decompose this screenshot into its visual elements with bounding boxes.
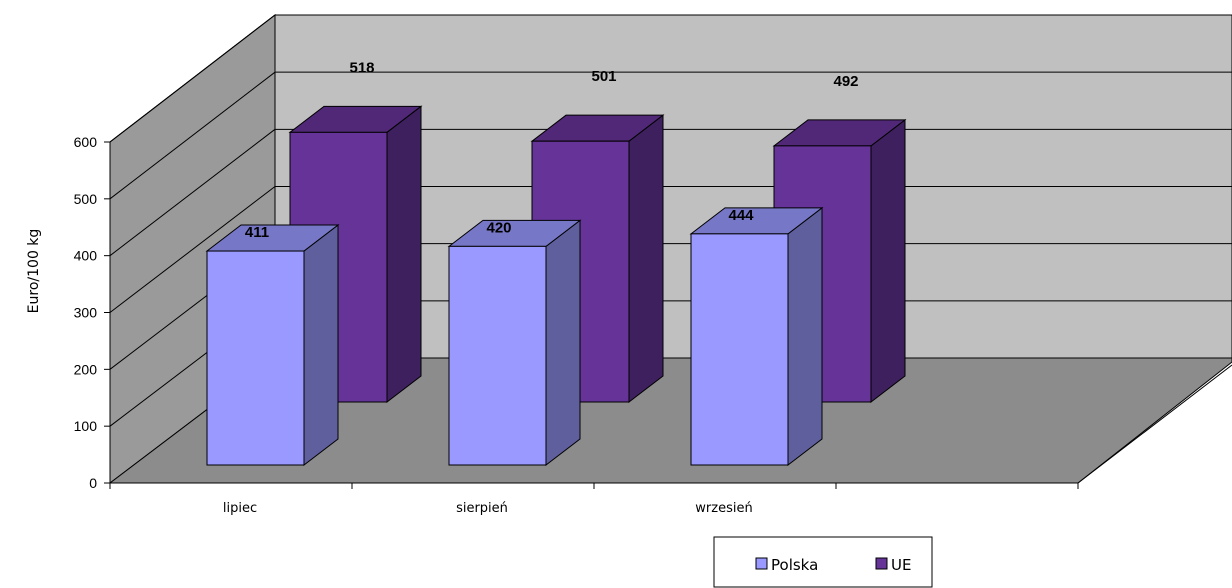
gridline-side <box>109 71 276 200</box>
x-tick-label: lipiec <box>223 501 257 516</box>
bar-polska-1 <box>447 219 582 467</box>
bar-side <box>870 118 906 404</box>
data-label-ue-0: 518 <box>349 59 374 76</box>
legend-swatch-ue <box>875 557 888 570</box>
bar-polska-0 <box>205 224 340 467</box>
data-label-ue-1: 501 <box>591 68 616 85</box>
y-tick-label: 200 <box>74 361 98 377</box>
data-label-ue-2: 492 <box>833 73 858 90</box>
y-axis: 0 100 200 300 400 500 600 <box>74 134 111 491</box>
bar-front <box>690 233 789 466</box>
bar-front <box>448 245 547 466</box>
data-label-polska-2: 444 <box>728 207 754 224</box>
data-labels: 518 501 492 411 420 444 <box>245 59 859 241</box>
x-tick-label: sierpień <box>456 501 508 516</box>
y-tick-label: 100 <box>74 418 98 434</box>
bars <box>205 105 907 467</box>
x-axis: lipiec sierpień wrzesień <box>109 482 1079 516</box>
y-tick-label: 300 <box>74 305 98 321</box>
bar-side <box>628 114 664 404</box>
legend-label-polska: Polska <box>771 556 818 574</box>
x-tick-label: wrzesień <box>695 501 752 516</box>
bar-front <box>206 250 305 466</box>
bar-polska-2 <box>689 206 824 467</box>
bar-side <box>303 224 339 467</box>
data-label-polska-1: 420 <box>486 219 511 236</box>
gridline-side <box>109 14 276 143</box>
y-axis-title: Euro/100 kg <box>26 229 42 314</box>
y-tick-label: 500 <box>74 191 98 207</box>
y-tick-label: 400 <box>74 248 98 264</box>
y-tick-label: 600 <box>74 134 98 150</box>
bar-ue-1 <box>530 114 665 404</box>
bar-side <box>545 219 581 467</box>
legend-label-ue: UE <box>891 556 911 574</box>
gridline-side <box>109 128 276 257</box>
data-label-polska-0: 411 <box>245 224 269 241</box>
legend-swatch-polska <box>755 557 768 570</box>
bar-side <box>787 206 823 467</box>
y-tick-label: 0 <box>89 475 97 491</box>
gridline-side <box>109 186 276 313</box>
legend-box <box>713 536 933 588</box>
legend: Polska UE <box>713 536 933 588</box>
bar-side <box>386 105 422 404</box>
